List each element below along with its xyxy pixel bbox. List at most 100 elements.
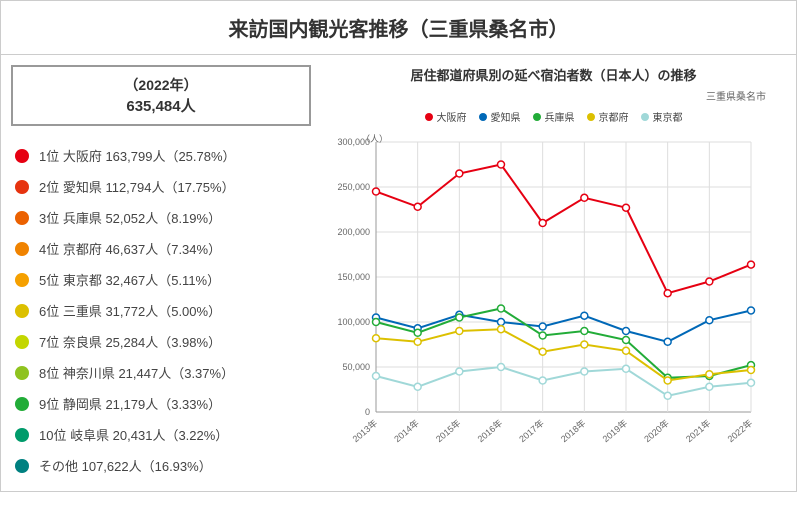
legend-dot-icon <box>533 113 541 121</box>
svg-text:2022年: 2022年 <box>725 417 754 444</box>
legend-dot-icon <box>641 113 649 121</box>
data-point <box>498 364 505 371</box>
rank-dot-icon <box>15 149 29 163</box>
svg-text:200,000: 200,000 <box>337 227 370 237</box>
data-point <box>539 332 546 339</box>
data-point <box>581 194 588 201</box>
rank-text: その他 107,622人（16.93%） <box>39 456 212 475</box>
rank-item: 5位 東京都 32,467人（5.11%） <box>11 264 311 295</box>
rank-dot-icon <box>15 366 29 380</box>
data-point <box>748 379 755 386</box>
data-point <box>581 368 588 375</box>
rank-text: 2位 愛知県 112,794人（17.75%） <box>39 177 235 196</box>
rank-item: 9位 静岡県 21,179人（3.33%） <box>11 388 311 419</box>
data-point <box>623 347 630 354</box>
data-point <box>456 368 463 375</box>
data-point <box>748 307 755 314</box>
legend-dot-icon <box>479 113 487 121</box>
data-point <box>373 335 380 342</box>
ranking-list: 1位 大阪府 163,799人（25.78%） 2位 愛知県 112,794人（1… <box>11 140 311 481</box>
rank-item: 8位 神奈川県 21,447人（3.37%） <box>11 357 311 388</box>
rank-item: 10位 岐阜県 20,431人（3.22%） <box>11 419 311 450</box>
rank-item: 1位 大阪府 163,799人（25.78%） <box>11 140 311 171</box>
dashboard-container: 来訪国内観光客推移（三重県桑名市） （2022年） 635,484人 1位 大阪… <box>0 0 797 492</box>
data-point <box>414 383 421 390</box>
rank-text: 4位 京都府 46,637人（7.34%） <box>39 239 221 258</box>
right-panel: 居住都道府県別の延べ宿泊者数（日本人）の推移 三重県桑名市 大阪府 愛知県 兵庫県 京… <box>321 65 786 481</box>
data-point <box>664 290 671 297</box>
data-point <box>623 328 630 335</box>
rank-dot-icon <box>15 459 29 473</box>
legend-label: 京都府 <box>599 109 629 124</box>
legend-item: 愛知県 <box>479 109 521 124</box>
data-point <box>706 278 713 285</box>
y-axis-unit: （人） <box>361 132 388 145</box>
data-point <box>373 188 380 195</box>
rank-text: 7位 奈良県 25,284人（3.98%） <box>39 332 221 351</box>
series-line <box>376 165 751 294</box>
svg-text:2015年: 2015年 <box>433 417 462 444</box>
svg-text:0: 0 <box>365 407 370 417</box>
legend-dot-icon <box>425 113 433 121</box>
summary-box: （2022年） 635,484人 <box>11 65 311 126</box>
data-point <box>498 161 505 168</box>
legend-label: 大阪府 <box>437 109 467 124</box>
data-point <box>664 338 671 345</box>
data-point <box>539 323 546 330</box>
rank-dot-icon <box>15 428 29 442</box>
data-point <box>539 377 546 384</box>
svg-text:100,000: 100,000 <box>337 317 370 327</box>
data-point <box>664 377 671 384</box>
data-point <box>414 338 421 345</box>
data-point <box>539 348 546 355</box>
legend-item: 兵庫県 <box>533 109 575 124</box>
data-point <box>414 329 421 336</box>
rank-text: 1位 大阪府 163,799人（25.78%） <box>39 146 236 165</box>
data-point <box>706 317 713 324</box>
data-point <box>748 261 755 268</box>
rank-dot-icon <box>15 304 29 318</box>
rank-text: 3位 兵庫県 52,052人（8.19%） <box>39 208 221 227</box>
summary-year: （2022年） <box>13 75 309 95</box>
data-point <box>498 305 505 312</box>
svg-text:2017年: 2017年 <box>517 417 546 444</box>
rank-dot-icon <box>15 273 29 287</box>
svg-text:2019年: 2019年 <box>600 417 629 444</box>
legend-label: 愛知県 <box>491 109 521 124</box>
legend-label: 兵庫県 <box>545 109 575 124</box>
data-point <box>456 314 463 321</box>
series-line <box>376 329 751 380</box>
data-point <box>373 319 380 326</box>
svg-text:2013年: 2013年 <box>350 417 379 444</box>
legend-item: 大阪府 <box>425 109 467 124</box>
series-line <box>376 367 751 396</box>
rank-text: 9位 静岡県 21,179人（3.33%） <box>39 394 221 413</box>
rank-item: 3位 兵庫県 52,052人（8.19%） <box>11 202 311 233</box>
data-point <box>414 203 421 210</box>
legend-item: 京都府 <box>587 109 629 124</box>
chart-title: 居住都道府県別の延べ宿泊者数（日本人）の推移 <box>321 65 786 84</box>
data-point <box>664 392 671 399</box>
data-point <box>581 312 588 319</box>
legend-label: 東京都 <box>653 109 683 124</box>
rank-item: 7位 奈良県 25,284人（3.98%） <box>11 326 311 357</box>
title-bar: 来訪国内観光客推移（三重県桑名市） <box>1 1 796 55</box>
rank-dot-icon <box>15 397 29 411</box>
content-row: （2022年） 635,484人 1位 大阪府 163,799人（25.78%）… <box>1 55 796 491</box>
data-point <box>706 383 713 390</box>
rank-dot-icon <box>15 180 29 194</box>
chart-legend: 大阪府 愛知県 兵庫県 京都府 東京都 <box>321 109 786 124</box>
page-title: 来訪国内観光客推移（三重県桑名市） <box>1 13 796 42</box>
rank-item: 2位 愛知県 112,794人（17.75%） <box>11 171 311 202</box>
svg-text:2020年: 2020年 <box>642 417 671 444</box>
svg-text:2018年: 2018年 <box>558 417 587 444</box>
chart-subtitle: 三重県桑名市 <box>321 88 786 103</box>
data-point <box>539 220 546 227</box>
data-point <box>581 341 588 348</box>
data-point <box>498 326 505 333</box>
rank-dot-icon <box>15 211 29 225</box>
left-panel: （2022年） 635,484人 1位 大阪府 163,799人（25.78%）… <box>11 65 311 481</box>
data-point <box>623 204 630 211</box>
data-point <box>456 328 463 335</box>
rank-text: 6位 三重県 31,772人（5.00%） <box>39 301 221 320</box>
